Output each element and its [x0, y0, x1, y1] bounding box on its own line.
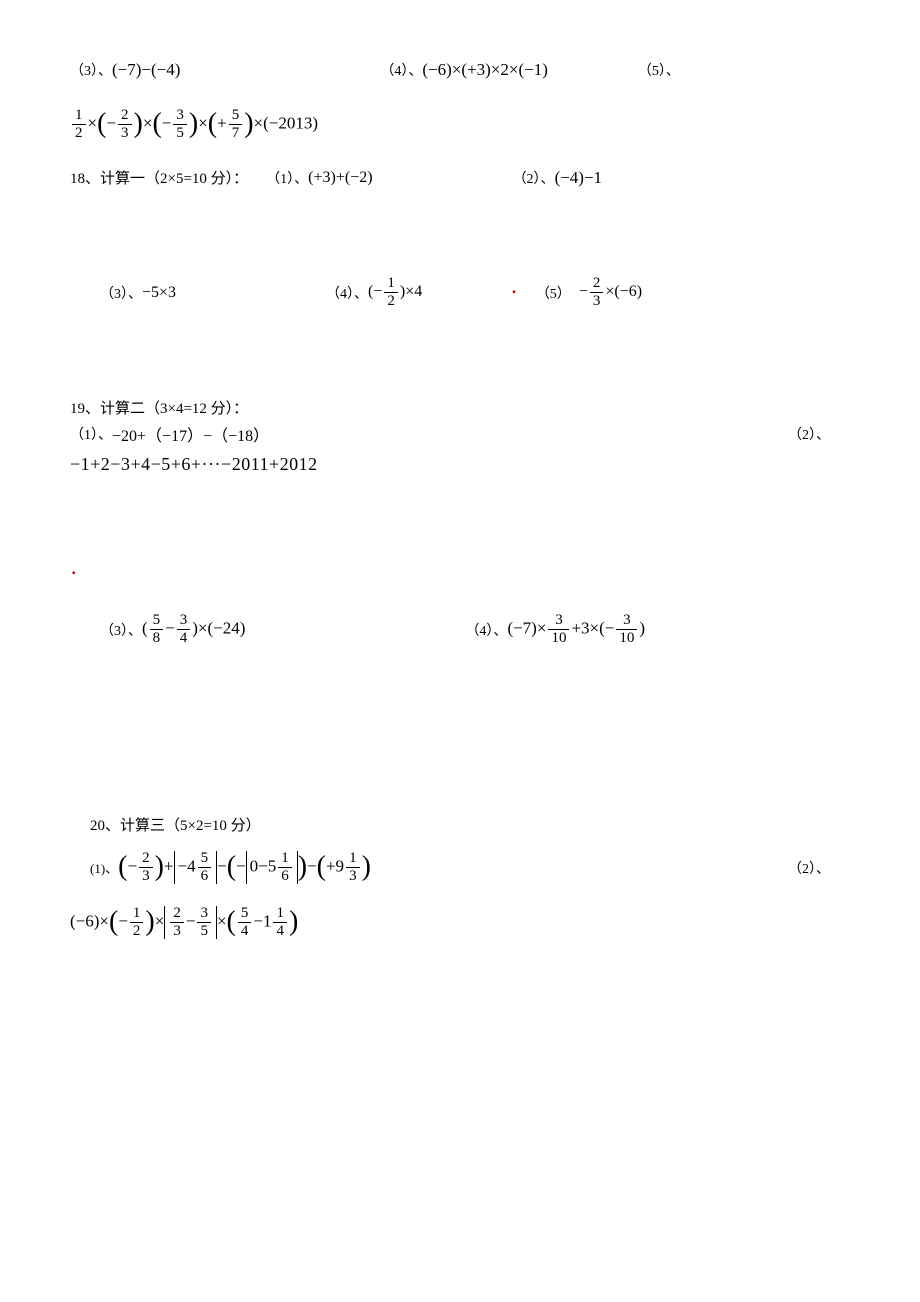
dot-icon: ▪	[512, 287, 516, 298]
label-20-2: （2）、	[788, 858, 830, 878]
expr-19-1: −20+（−17）−（−18）	[112, 422, 269, 446]
problem-row-6: −1+2−3+4−5+6+···−2011+2012	[70, 454, 850, 475]
expr-4: (−6)×(+3)×2×(−1)	[422, 60, 548, 80]
problem-row-4: （3）、 −5×3 （4）、 (−12)×4 ▪ （5） −23×(−6)	[100, 276, 850, 309]
expr-18-2: (−4)−1	[555, 168, 603, 188]
expr-frac-product: 12×(−23)×(−35)×(+57)×(−2013)	[70, 108, 318, 141]
problem-row-2: 12×(−23)×(−35)×(+57)×(−2013)	[70, 108, 850, 141]
label-7-4: （4）、	[465, 620, 507, 640]
label-18-1: （1）、	[266, 168, 308, 188]
label-19-2: （2）、	[788, 424, 830, 444]
label-4: （4）、	[380, 60, 422, 80]
expr-20-2: (−6)×(−12)×23−35×(54−114)	[70, 906, 298, 939]
label-4-5: （5）	[536, 283, 571, 303]
problem-row-3: 18、计算一（2×5=10 分）： （1）、 (+3)+(−2) （2）、 (−…	[70, 167, 850, 188]
expr-7-3: (58−34)×(−24)	[142, 613, 245, 646]
section-20: 20、计算三（5×2=10 分）	[90, 814, 261, 835]
expr-20-1: (−23)+−456−(−0−516)−(+913)	[118, 851, 371, 884]
problem-row-9: (1)、 (−23)+−456−(−0−516)−(+913) （2）、	[90, 851, 850, 884]
problem-row-5: 19、计算二（3×4=12 分）： （1）、 −20+（−17）−（−18） （…	[70, 397, 850, 446]
label-4-3: （3）、	[100, 283, 142, 303]
problem-row-7: （3）、 (58−34)×(−24) （4）、 (−7)×310+3×(−310…	[100, 613, 850, 646]
label-7-3: （3）、	[100, 620, 142, 640]
expr-4-3: −5×3	[142, 284, 176, 302]
problem-row-10: (−6)×(−12)×23−35×(54−114)	[70, 906, 850, 939]
label-19-1: （1）、	[70, 424, 112, 444]
section-18: 18、计算一（2×5=10 分）：	[70, 167, 248, 188]
expr-series: −1+2−3+4−5+6+···−2011+2012	[70, 454, 318, 475]
label-5: （5）、	[638, 60, 680, 80]
expr-7-4: (−7)×310+3×(−310)	[507, 613, 645, 646]
label-18-2: （2）、	[513, 168, 555, 188]
problem-row-1: （3）、 (−7)−(−4) （4）、 (−6)×(+3)×2×(−1) （5）…	[70, 60, 850, 80]
problem-row-8: 20、计算三（5×2=10 分）	[90, 814, 850, 835]
expr-3: (−7)−(−4)	[112, 60, 180, 80]
expr-4-4: (−12)×4	[368, 276, 422, 309]
dot-icon-2: ▪	[72, 568, 76, 579]
label-4-4: （4）、	[326, 283, 368, 303]
expr-18-1: (+3)+(−2)	[308, 169, 372, 187]
label-3: （3）、	[70, 60, 112, 80]
label-20-1: (1)、	[90, 858, 118, 877]
section-19: 19、计算二（3×4=12 分）：	[70, 397, 850, 418]
expr-4-5: −23×(−6)	[579, 276, 642, 309]
